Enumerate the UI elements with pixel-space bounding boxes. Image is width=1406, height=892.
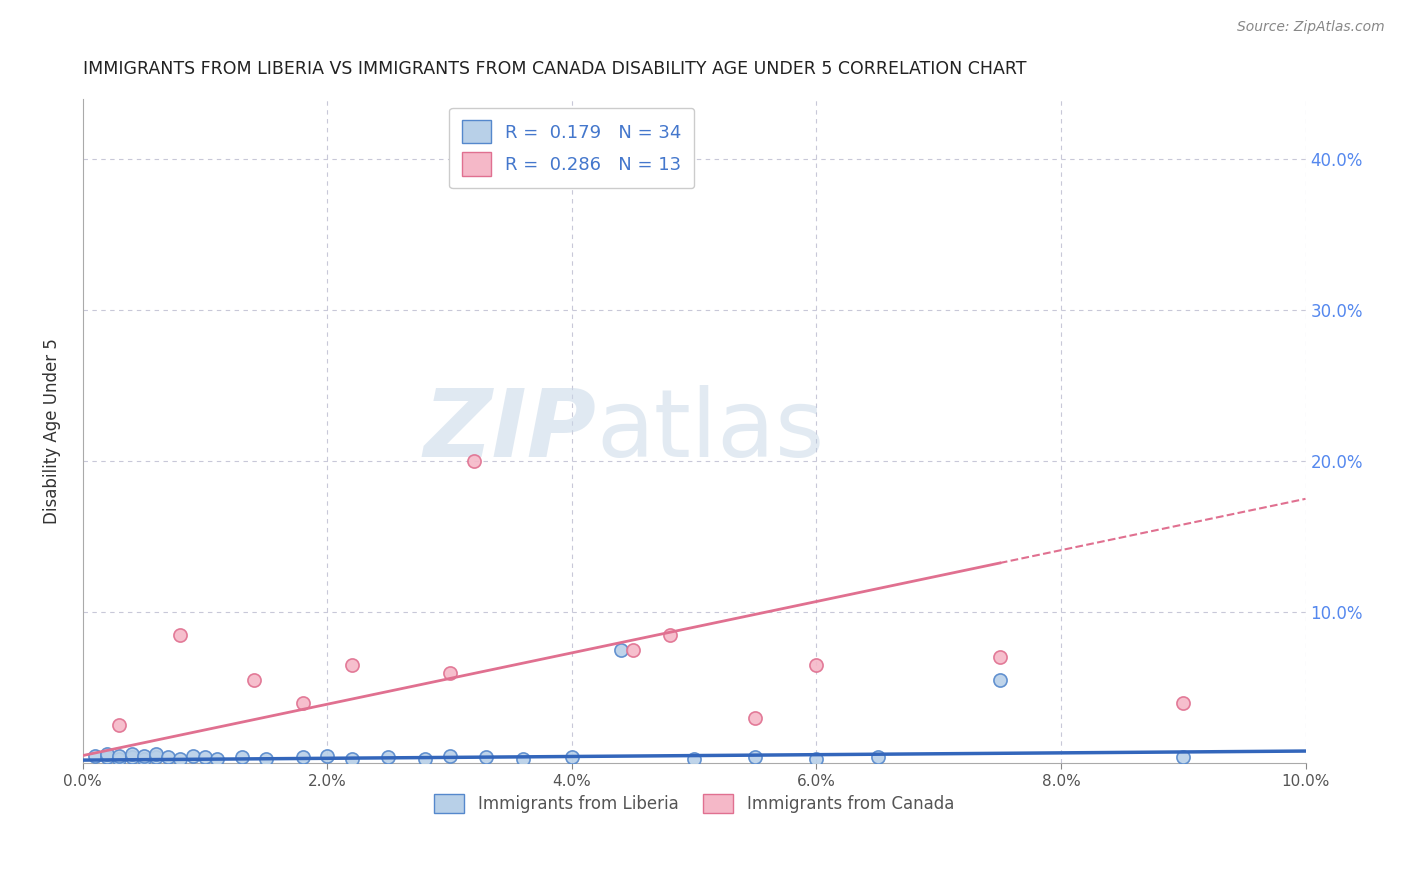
Point [621, 643, 644, 657]
Point [744, 750, 766, 764]
Point [475, 750, 498, 764]
Text: ZIP: ZIP [423, 384, 596, 477]
Point [413, 751, 436, 765]
Point [609, 643, 631, 657]
Legend: Immigrants from Liberia, Immigrants from Canada: Immigrants from Liberia, Immigrants from… [426, 785, 962, 822]
Point [96, 747, 118, 761]
Point [512, 751, 534, 765]
Point [744, 711, 766, 725]
Point [121, 747, 143, 761]
Point [806, 657, 828, 672]
Point [340, 751, 363, 765]
Point [205, 751, 228, 765]
Point [181, 748, 204, 763]
Point [231, 750, 253, 764]
Point [108, 748, 131, 763]
Point [316, 748, 339, 763]
Point [194, 750, 217, 764]
Point [988, 673, 1011, 687]
Point [96, 750, 118, 764]
Y-axis label: Disability Age Under 5: Disability Age Under 5 [44, 338, 60, 524]
Point [1173, 696, 1195, 710]
Point [377, 750, 399, 764]
Point [108, 751, 131, 765]
Point [132, 751, 155, 765]
Point [145, 750, 167, 764]
Point [121, 750, 143, 764]
Point [561, 750, 583, 764]
Point [83, 748, 105, 763]
Point [169, 628, 191, 642]
Point [291, 696, 314, 710]
Point [157, 750, 180, 764]
Point [658, 628, 681, 642]
Text: Source: ZipAtlas.com: Source: ZipAtlas.com [1237, 20, 1385, 34]
Point [806, 751, 828, 765]
Point [1173, 750, 1195, 764]
Text: IMMIGRANTS FROM LIBERIA VS IMMIGRANTS FROM CANADA DISABILITY AGE UNDER 5 CORRELA: IMMIGRANTS FROM LIBERIA VS IMMIGRANTS FR… [83, 60, 1026, 78]
Point [108, 718, 131, 732]
Point [169, 751, 191, 765]
Point [988, 650, 1011, 665]
Point [132, 748, 155, 763]
Point [463, 454, 485, 468]
Point [254, 751, 277, 765]
Point [145, 747, 167, 761]
Point [866, 750, 889, 764]
Point [439, 748, 461, 763]
Point [291, 750, 314, 764]
Point [243, 673, 266, 687]
Point [439, 665, 461, 680]
Point [340, 657, 363, 672]
Text: atlas: atlas [596, 384, 824, 477]
Point [683, 751, 706, 765]
